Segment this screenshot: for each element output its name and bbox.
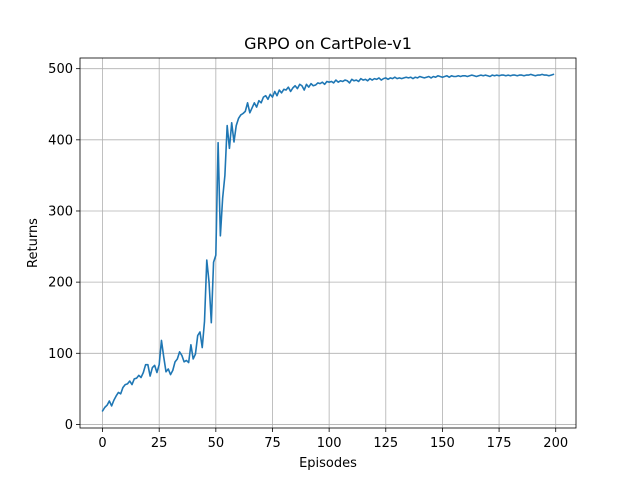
x-tick-label: 75: [264, 436, 281, 451]
y-tick-label: 0: [65, 418, 73, 433]
x-tick-label: 100: [317, 436, 342, 451]
chart-title: GRPO on CartPole-v1: [244, 34, 412, 53]
y-tick-label: 200: [48, 276, 73, 291]
y-tick-label: 400: [48, 133, 73, 148]
y-tick-label: 100: [48, 347, 73, 362]
y-tick-label: 500: [48, 62, 73, 77]
x-tick-label: 125: [373, 436, 398, 451]
x-tick-label: 175: [487, 436, 512, 451]
tick-layer: 0 25 50 75 100 125 150 175 200 0 100 200 300 400 500: [48, 62, 568, 451]
x-tick-label: 150: [430, 436, 455, 451]
returns-series-line: [101, 73, 555, 412]
x-tick-label: 50: [208, 436, 225, 451]
series-layer: [101, 73, 555, 412]
x-axis-title: Episodes: [299, 456, 357, 471]
y-axis-title: Returns: [26, 218, 41, 268]
x-tick-label: 25: [151, 436, 168, 451]
plot-frame: [79, 57, 577, 429]
x-tick-label: 200: [543, 436, 568, 451]
x-tick-label: 0: [98, 436, 106, 451]
y-tick-label: 300: [48, 204, 73, 219]
